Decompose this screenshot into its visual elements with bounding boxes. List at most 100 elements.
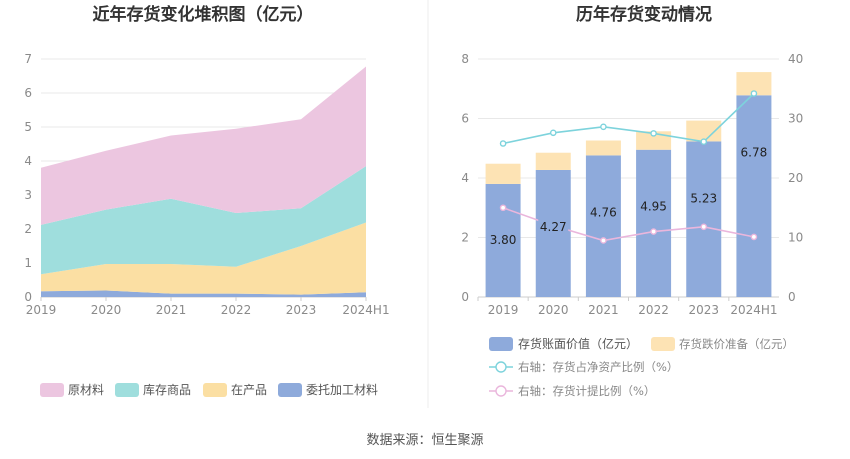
point-inventory-to-net-assets bbox=[600, 123, 607, 131]
bar-data-label: 4.95 bbox=[640, 200, 667, 214]
left-legend: 原材料 库存商品 在产品 委托加工材料 bbox=[40, 382, 378, 397]
legend-label-在产品: 在产品 bbox=[231, 383, 267, 397]
left-x-tick-label: 2024H1 bbox=[342, 303, 389, 317]
point-provision-ratio bbox=[499, 204, 507, 212]
right-gridlines bbox=[478, 58, 779, 298]
right-y2-tick-label: 30 bbox=[788, 112, 803, 126]
left-y-tick-label: 3 bbox=[24, 188, 32, 202]
line-inventory-to-net-assets bbox=[502, 92, 755, 145]
left-y-tick-label: 6 bbox=[24, 86, 32, 100]
left-x-tick-label: 2023 bbox=[286, 303, 317, 317]
bar-data-label: 6.78 bbox=[741, 145, 768, 159]
right-y-tick-label: 4 bbox=[461, 171, 469, 185]
right-x-tick-label: 2022 bbox=[638, 303, 669, 317]
right-y2-tick-label: 0 bbox=[788, 290, 796, 304]
legend-swatch-原材料 bbox=[40, 383, 64, 397]
bar-book-value bbox=[636, 149, 672, 297]
point-provision-ratio bbox=[700, 223, 708, 231]
bar-book-value bbox=[686, 141, 722, 297]
area-原材料 bbox=[41, 66, 366, 225]
bar-book-value bbox=[736, 95, 772, 297]
left-y-tick-label: 7 bbox=[24, 52, 32, 66]
legend-swatch-在产品 bbox=[203, 383, 227, 397]
left-x-tick-label: 2021 bbox=[156, 303, 187, 317]
right-chart-title: 历年存货变动情况 bbox=[576, 4, 712, 25]
area-在产品 bbox=[41, 222, 366, 295]
bar-label-bg bbox=[538, 218, 569, 234]
right-y-tick-label: 0 bbox=[461, 290, 469, 304]
point-inventory-to-net-assets bbox=[499, 140, 507, 147]
legend-marker-net-assets-ratio bbox=[495, 361, 507, 373]
legend-label-委托加工材料: 委托加工材料 bbox=[306, 383, 378, 397]
right-y-tick-label: 6 bbox=[461, 112, 469, 126]
right-left-y-axis: 0 2 4 6 8 bbox=[461, 52, 469, 304]
bar-data-label: 3.80 bbox=[490, 233, 517, 247]
legend-swatch-库存商品 bbox=[115, 383, 139, 397]
point-provision-ratio bbox=[750, 233, 758, 241]
point-provision-ratio bbox=[650, 228, 657, 235]
left-x-tick-label: 2022 bbox=[221, 303, 252, 317]
left-y-tick-label: 4 bbox=[24, 154, 32, 168]
left-y-tick-label: 1 bbox=[24, 256, 32, 270]
bar-data-label: 4.27 bbox=[540, 220, 567, 234]
left-chart-title: 近年存货变化堆积图（亿元） bbox=[93, 4, 314, 25]
bar-provision bbox=[736, 72, 772, 96]
legend-label-原材料: 原材料 bbox=[68, 383, 104, 397]
right-x-tick-label: 2019 bbox=[488, 303, 519, 317]
bar-provision bbox=[636, 131, 672, 150]
right-y2-tick-label: 40 bbox=[788, 52, 803, 66]
bar-label-bg bbox=[638, 198, 669, 214]
bar-label-bg bbox=[488, 232, 519, 247]
point-inventory-to-net-assets bbox=[700, 138, 708, 146]
bar-provision bbox=[535, 152, 571, 170]
bar-provision bbox=[585, 140, 621, 156]
left-area-series bbox=[41, 66, 366, 297]
area-库存商品 bbox=[41, 166, 366, 275]
left-y-tick-label: 5 bbox=[24, 120, 32, 134]
left-x-axis: 2019 2020 2021 2022 2023 2024H1 bbox=[26, 297, 390, 317]
right-legend: 存货账面价值（亿元） 存货跌价准备（亿元）右轴：存货占净资产比例（%） 右轴：存货计… bbox=[489, 336, 794, 398]
bar-label-bg bbox=[588, 204, 619, 220]
left-x-tick-label: 2019 bbox=[26, 303, 57, 317]
bar-data-label: 4.76 bbox=[590, 205, 617, 219]
right-bars bbox=[485, 72, 772, 297]
right-x-tick-label: 2024H1 bbox=[730, 303, 777, 317]
legend-swatch-委托加工材料 bbox=[278, 383, 302, 397]
bar-provision bbox=[686, 120, 722, 142]
right-x-tick-label: 2023 bbox=[688, 303, 719, 317]
area-委托加工材料 bbox=[41, 290, 366, 297]
legend-label-book-value: 存货账面价值（亿元） bbox=[518, 336, 638, 351]
point-inventory-to-net-assets bbox=[549, 129, 557, 137]
left-y-tick-label: 2 bbox=[24, 222, 32, 236]
legend-swatch-provision bbox=[651, 337, 675, 351]
left-y-axis: 0 1 2 3 4 5 6 7 bbox=[24, 52, 32, 304]
legend-label-provision-ratio: 右轴：存货计提比例（%） bbox=[518, 384, 655, 398]
right-x-tick-label: 2020 bbox=[538, 303, 569, 317]
bar-line-combo-chart: 历年存货变动情况 3.804.274.76 4.955.236.78 02468 … bbox=[461, 4, 803, 398]
bar-data-label: 5.23 bbox=[690, 191, 717, 205]
bar-provision bbox=[485, 163, 521, 184]
point-inventory-to-net-assets bbox=[750, 90, 758, 97]
point-inventory-to-net-assets bbox=[650, 130, 657, 137]
legend-swatch-book-value bbox=[489, 337, 513, 351]
legend-label-provision: 存货跌价准备（亿元） bbox=[679, 337, 794, 351]
right-y-tick-label: 2 bbox=[461, 231, 469, 245]
right-y2-tick-label: 10 bbox=[788, 231, 803, 245]
bar-label-bg bbox=[738, 144, 769, 160]
bar-label-bg bbox=[688, 190, 719, 206]
bar-book-value bbox=[585, 155, 621, 297]
right-y2-tick-label: 20 bbox=[788, 171, 803, 185]
legend-marker-provision-ratio bbox=[495, 385, 507, 397]
right-bar-labels: 3.80 4.27 4.76 4.95 5.23 6.78 bbox=[488, 144, 769, 247]
right-right-y-axis: 0 10 20 30 40 bbox=[788, 52, 803, 304]
point-provision-ratio bbox=[600, 237, 607, 244]
left-y-tick-label: 0 bbox=[24, 290, 32, 304]
legend-label-库存商品: 库存商品 bbox=[143, 382, 191, 397]
legend-label-net-assets-ratio: 右轴：存货占净资产比例（%） bbox=[518, 360, 678, 374]
data-source-footer: 数据来源：恒生聚源 bbox=[366, 433, 483, 448]
right-x-tick-label: 2021 bbox=[588, 303, 619, 317]
left-x-tick-label: 2020 bbox=[91, 303, 122, 317]
right-y-tick-label: 8 bbox=[461, 52, 469, 66]
